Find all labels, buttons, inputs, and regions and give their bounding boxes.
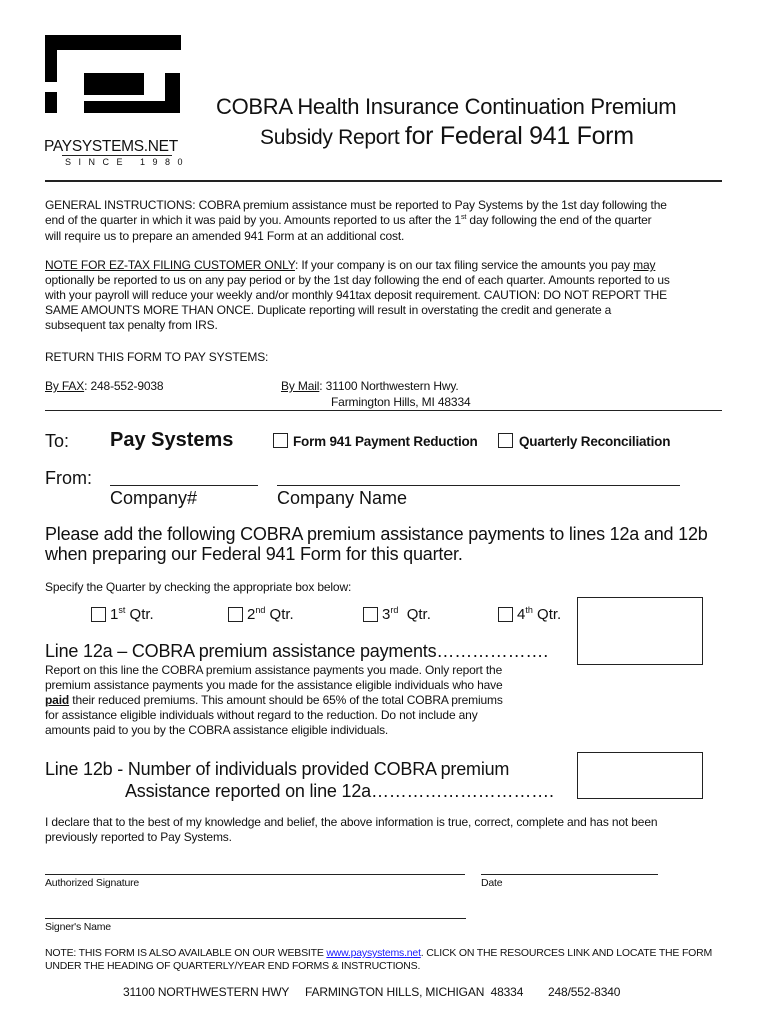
instruction-line: Please add the following COBRA premium a…: [45, 524, 708, 544]
company-number-field[interactable]: [110, 485, 258, 486]
quarter-1-checkbox[interactable]: [91, 607, 106, 622]
quarter-4-label: 4th Qtr.: [517, 605, 562, 623]
logo-mark-top-bar: [45, 35, 181, 50]
ez-tax-note-line: optionally be reported to us on any pay …: [45, 273, 670, 287]
footer-city: FARMINGTON HILLS, MICHIGAN 48334: [305, 985, 524, 999]
line-12b-heading: Assistance reported on line 12a…………………………: [125, 781, 554, 801]
title-line-2a: Subsidy Report: [260, 126, 405, 149]
quarter-1-label: 1st Qtr.: [110, 605, 154, 623]
text: 3: [382, 606, 391, 623]
form-941-payment-reduction-checkbox[interactable]: [273, 433, 288, 448]
line-12a-body: Report on this line the COBRA premium as…: [45, 663, 503, 677]
ez-tax-note-line: with your payroll will reduce your weekl…: [45, 288, 668, 302]
date-label: Date: [481, 877, 503, 889]
text: Qtr.: [265, 606, 294, 623]
quarter-3-checkbox[interactable]: [363, 607, 378, 622]
ez-tax-note-line: subsequent tax penalty from IRS.: [45, 318, 218, 332]
to-value: Pay Systems: [110, 429, 234, 451]
text: . CLICK ON THE RESOURCES LINK AND LOCATE…: [420, 947, 713, 959]
authorized-signature-label: Authorized Signature: [45, 877, 140, 889]
text: may: [633, 258, 656, 272]
text: end of the quarter in which it was paid …: [45, 213, 461, 227]
form-941-payment-reduction-label: Form 941 Payment Reduction: [293, 434, 478, 449]
ez-tax-note-line: SAME AMOUNTS MORE THAN ONCE. Duplicate r…: [45, 303, 612, 317]
text: Qtr.: [532, 606, 562, 623]
superscript: nd: [255, 605, 266, 615]
line-12a-amount-box[interactable]: [577, 597, 703, 665]
quarterly-reconciliation-checkbox[interactable]: [498, 433, 513, 448]
company-number-label: Company#: [110, 488, 198, 508]
text: 1: [110, 606, 119, 623]
superscript: st: [118, 605, 126, 615]
general-instructions-line: GENERAL INSTRUCTIONS: COBRA premium assi…: [45, 198, 667, 212]
fax-info: By FAX: 248-552-9038: [45, 379, 164, 393]
line-12b-count-box[interactable]: [577, 752, 703, 799]
emphasis: paid: [45, 693, 70, 707]
fax-number: : 248-552-9038: [84, 379, 164, 393]
from-label: From:: [45, 468, 92, 488]
title-line-2: Subsidy Report for Federal 941 Form: [260, 124, 634, 149]
mail-address: : 31100 Northwestern Hwy.: [319, 379, 459, 393]
signer-name-field[interactable]: [45, 918, 466, 919]
quarter-prompt: Specify the Quarter by checking the appr…: [45, 580, 352, 594]
return-heading: RETURN THIS FORM TO PAY SYSTEMS:: [45, 350, 269, 364]
section-rule: [45, 410, 722, 411]
logo-mark-left-foot: [45, 92, 57, 113]
quarter-2-checkbox[interactable]: [228, 607, 243, 622]
website-note-line: UNDER THE HEADING OF QUARTERLY/YEAR END …: [45, 960, 421, 972]
title-line-1: COBRA Health Insurance Continuation Prem…: [216, 94, 677, 119]
instruction-line: when preparing our Federal 941 Form for …: [45, 544, 463, 564]
logo-brand: PAYSYSTEMS.NET: [44, 138, 178, 155]
text: 4: [517, 606, 526, 623]
ez-tax-note-line: NOTE FOR EZ-TAX FILING CUSTOMER ONLY: If…: [45, 259, 655, 271]
authorized-signature-field[interactable]: [45, 874, 465, 875]
text: day following the end of the quarter: [466, 213, 652, 227]
logo-mark-center-block: [84, 73, 144, 95]
text: their reduced premiums. This amount shou…: [69, 693, 503, 707]
header-rule: [45, 180, 722, 182]
website-link[interactable]: www.paysystems.net: [326, 947, 421, 959]
logo-tagline: SINCE 1980: [65, 157, 191, 167]
footer-phone: 248/552-8340: [548, 985, 621, 999]
signer-name-label: Signer's Name: [45, 921, 111, 933]
logo-mark-bottom-bar: [84, 101, 180, 113]
text: Qtr.: [398, 606, 431, 623]
general-instructions-line: will require us to prepare an amended 94…: [45, 229, 405, 243]
quarterly-reconciliation-label: Quarterly Reconciliation: [519, 434, 671, 449]
to-label: To:: [45, 431, 70, 451]
quarter-2-label: 2nd Qtr.: [247, 605, 294, 623]
declaration-line: I declare that to the best of my knowled…: [45, 815, 658, 829]
fax-label: By FAX: [45, 379, 85, 393]
superscript: th: [525, 605, 533, 615]
quarter-3-label: 3rd Qtr.: [382, 605, 431, 623]
line-12a-body: for assistance eligible individuals with…: [45, 708, 478, 722]
company-name-label: Company Name: [277, 488, 408, 508]
text: Qtr.: [125, 606, 154, 623]
general-instructions-line: end of the quarter in which it was paid …: [45, 212, 652, 227]
mail-info: By Mail: 31100 Northwestern Hwy.: [281, 380, 459, 392]
quarter-4-checkbox[interactable]: [498, 607, 513, 622]
mail-label: By Mail: [281, 379, 320, 393]
logo-mark-left-bar: [45, 35, 57, 82]
line-12a-body: amounts paid to you by the COBRA assista…: [45, 723, 389, 737]
text: 2: [247, 606, 256, 623]
footer-address: 31100 NORTHWESTERN HWY: [123, 985, 290, 999]
ez-tax-note-heading: NOTE FOR EZ-TAX FILING CUSTOMER ONLY: [45, 258, 295, 272]
declaration-line: previously reported to Pay Systems.: [45, 830, 232, 844]
date-field[interactable]: [481, 874, 658, 875]
website-note-line: NOTE: THIS FORM IS ALSO AVAILABLE ON OUR…: [45, 948, 712, 959]
line-12a-heading: Line 12a – COBRA premium assistance paym…: [45, 641, 548, 661]
mail-city: Farmington Hills, MI 48334: [331, 395, 471, 409]
text: : If your company is on our tax filing s…: [294, 258, 634, 272]
superscript: st: [460, 212, 467, 221]
company-name-field[interactable]: [277, 485, 680, 486]
logo-divider: [62, 155, 172, 156]
line-12a-body: paid their reduced premiums. This amount…: [45, 694, 503, 706]
line-12a-body: premium assistance payments you made for…: [45, 678, 503, 692]
superscript: rd: [390, 605, 399, 615]
title-line-2b: for Federal 941 Form: [404, 122, 634, 150]
line-12b-heading: Line 12b - Number of individuals provide…: [45, 759, 510, 779]
text: NOTE: THIS FORM IS ALSO AVAILABLE ON OUR…: [45, 947, 327, 959]
